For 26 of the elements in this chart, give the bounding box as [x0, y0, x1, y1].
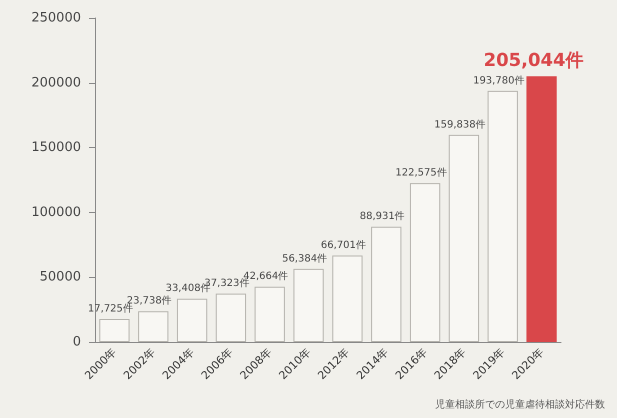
data-label: 159,838件: [434, 119, 486, 130]
y-tick-label: 100000: [31, 204, 81, 220]
bar: [99, 319, 130, 342]
text: 児童相談所での児童虐待相談対応件数: [435, 398, 605, 410]
bar: [488, 90, 518, 342]
y-tick-label: 50000: [40, 270, 81, 285]
y-tick-label: 250000: [31, 10, 81, 26]
bar: [138, 311, 168, 342]
bar: [448, 134, 480, 342]
bar: [526, 76, 557, 342]
y-tick-label: 150000: [31, 140, 81, 156]
data-label: 193,780件: [473, 75, 524, 86]
bar: [176, 298, 208, 342]
bar: [332, 256, 363, 342]
y-tick-label: 0: [72, 334, 81, 350]
bar: [293, 268, 324, 342]
data-label: 66,701件: [320, 240, 366, 252]
bar: [254, 286, 285, 342]
bar: [216, 294, 246, 342]
y-tick-label: 200000: [31, 75, 81, 90]
data-label: 56,384件: [282, 253, 328, 264]
data-label: 205,044件: [484, 50, 584, 71]
data-label: 88,931件: [360, 211, 405, 222]
bar: [410, 183, 440, 342]
bar: [371, 226, 402, 342]
data-label: 122,575件: [395, 168, 447, 179]
